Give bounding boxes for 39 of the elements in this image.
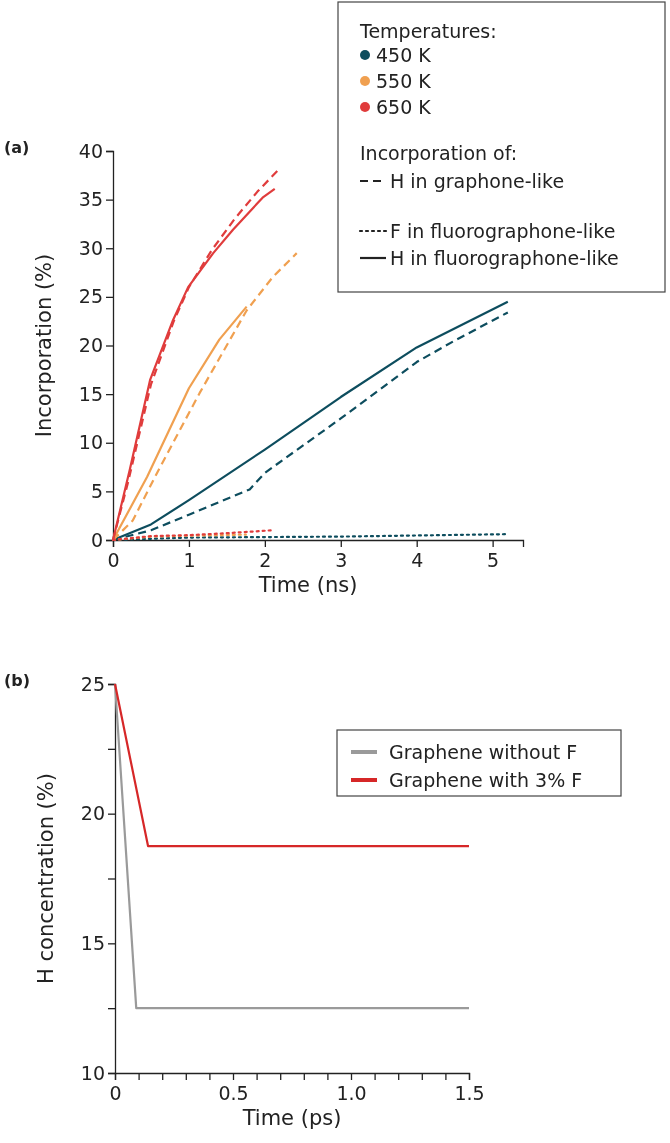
- x-tick-label: 0: [107, 549, 120, 572]
- x-tick-label: 0.5: [218, 1082, 249, 1105]
- y-axis-title: H concentration (%): [34, 773, 58, 984]
- x-axis-title: Time (ns): [257, 573, 358, 597]
- annotation: H in graphone-like: [390, 170, 565, 192]
- chart-title: (b): [4, 671, 31, 690]
- y-tick-label: 15: [80, 931, 105, 954]
- text: 450 K: [376, 44, 432, 66]
- y-tick-label: 25: [80, 672, 105, 695]
- y-tick-label: 10: [80, 1061, 105, 1084]
- y-tick-label: 30: [78, 236, 103, 259]
- text: 550 K: [376, 70, 432, 92]
- annotation: Incorporation of:: [360, 142, 518, 164]
- legend-label: Graphene with 3% F: [389, 769, 583, 791]
- x-tick-label: 5: [487, 549, 500, 572]
- x-tick-label: 3: [335, 549, 348, 572]
- y-tick-label: 15: [78, 382, 103, 405]
- y-tick-label: 10: [78, 431, 103, 454]
- annotation: H in fluorographone-like: [390, 247, 619, 269]
- y-tick-label: 0: [90, 528, 103, 551]
- y-tick-label: 25: [78, 285, 103, 308]
- x-tick-label: 4: [411, 549, 424, 572]
- text: 650 K: [376, 96, 432, 118]
- x-tick-label: 0: [109, 1082, 122, 1105]
- x-axis-title: Time (ps): [241, 1106, 342, 1130]
- x-tick-label: 2: [259, 549, 272, 572]
- x-tick-label: 1.0: [336, 1082, 367, 1105]
- legend-label: Graphene without F: [389, 741, 578, 763]
- chart-title: (a): [4, 138, 30, 157]
- text: Temperatures:: [359, 20, 497, 42]
- y-axis-title: Incorporation (%): [32, 253, 56, 438]
- y-tick-label: 20: [80, 802, 105, 825]
- x-tick-label: 1: [183, 549, 196, 572]
- y-tick-label: 20: [78, 334, 103, 357]
- y-tick-label: 40: [78, 139, 103, 162]
- y-tick-label: 5: [90, 479, 103, 502]
- annotation: F in fluorographone-like: [390, 220, 616, 242]
- y-tick-label: 35: [78, 188, 103, 211]
- x-tick-label: 1.5: [454, 1082, 485, 1105]
